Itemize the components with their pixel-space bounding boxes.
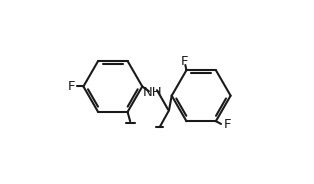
Text: NH: NH: [143, 86, 163, 98]
Text: F: F: [181, 55, 189, 68]
Text: F: F: [68, 80, 75, 93]
Text: F: F: [224, 118, 232, 131]
